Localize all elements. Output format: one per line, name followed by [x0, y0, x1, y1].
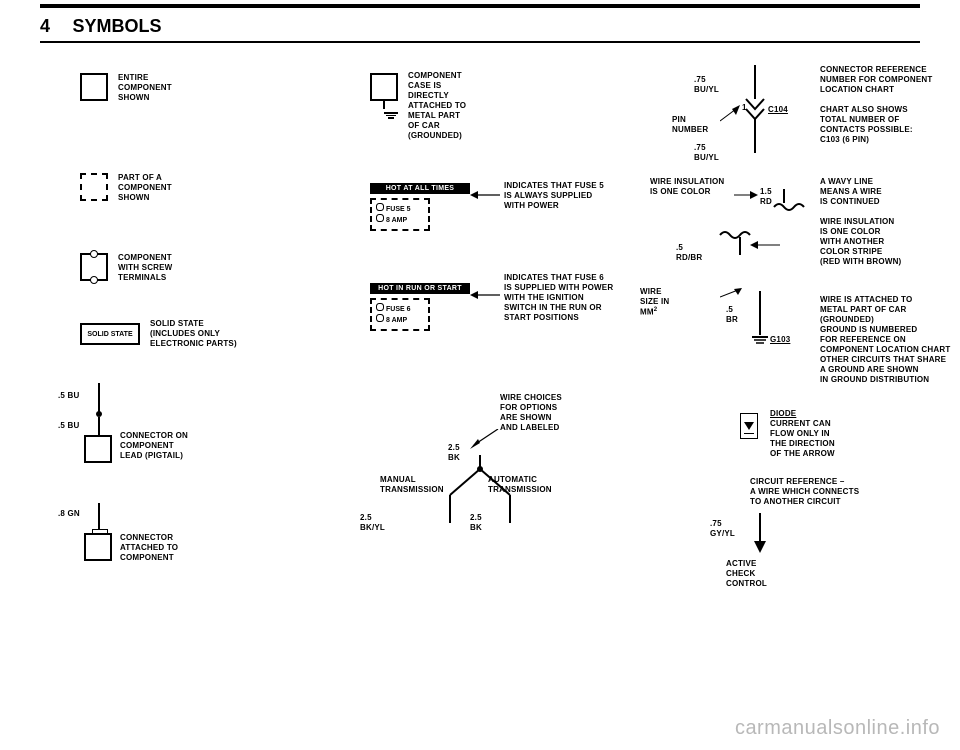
label-diode-desc: CURRENT CAN FLOW ONLY IN THE DIRECTION O… — [770, 419, 835, 459]
arrow-icon — [470, 189, 500, 201]
fuse-icon — [376, 314, 384, 322]
label-pigtail: CONNECTOR ON COMPONENT LEAD (PIGTAIL) — [120, 431, 188, 461]
label-br: .5 BR — [726, 305, 738, 325]
symbol-screw-terminals: COMPONENT WITH SCREW TERMINALS — [80, 253, 108, 281]
ground-wire-icon — [750, 291, 770, 351]
solid-state-box: SOLID STATE — [80, 323, 140, 345]
label-auto: AUTOMATIC TRANSMISSION — [488, 475, 552, 495]
size-sq: 2 — [654, 307, 658, 313]
fuse5-text: FUSE 5 — [386, 206, 411, 213]
fuse-icon — [376, 203, 384, 211]
fuse6-text: FUSE 6 — [386, 306, 411, 313]
page-header: 4 SYMBOLS — [40, 16, 920, 43]
diode-icon — [740, 413, 758, 439]
label-case: COMPONENT CASE IS DIRECTLY ATTACHED TO M… — [408, 71, 466, 141]
label-fuse5: INDICATES THAT FUSE 5 IS ALWAYS SUPPLIED… — [504, 181, 604, 211]
arrow-icon — [720, 105, 740, 125]
label-one: 1 — [742, 103, 747, 113]
symbol-fuse6: HOT IN RUN OR START FUSE 6 8 AMP INDICAT… — [370, 283, 470, 331]
diode-bar-icon — [744, 433, 754, 435]
symbol-grounded-case: COMPONENT CASE IS DIRECTLY ATTACHED TO M… — [370, 73, 398, 101]
label-fuse6: INDICATES THAT FUSE 6 IS SUPPLIED WITH P… — [504, 273, 613, 323]
connector-hat-icon — [92, 529, 108, 535]
label-g103: G103 — [770, 335, 790, 345]
box-icon — [80, 73, 108, 101]
label-part: PART OF A COMPONENT SHOWN — [118, 173, 172, 203]
ground-case-icon — [370, 73, 398, 101]
symbol-solid-state: SOLID STATE SOLID STATE (INCLUDES ONLY E… — [80, 323, 140, 345]
label-screw: COMPONENT WITH SCREW TERMINALS — [118, 253, 172, 283]
connector-box-icon — [84, 533, 112, 561]
arrow-icon — [470, 289, 500, 301]
label-pin: PIN NUMBER — [672, 115, 708, 135]
top-rule — [40, 4, 920, 8]
ground-icon — [384, 111, 398, 117]
wire-stub — [98, 383, 100, 413]
label-wavy: A WAVY LINE MEANS A WIRE IS CONTINUED — [820, 177, 882, 207]
label-manual: MANUAL TRANSMISSION — [380, 475, 444, 495]
label-attached: WIRE IS ATTACHED TO METAL PART OF CAR (G… — [820, 295, 950, 355]
amp-text: 8 AMP — [386, 217, 407, 224]
label-rdbr: .5 RD/BR — [676, 243, 702, 263]
solid-state-text: SOLID STATE — [87, 331, 132, 338]
label-choices: WIRE CHOICES FOR OPTIONS ARE SHOWN AND L… — [500, 393, 562, 433]
dashed-box-icon — [80, 173, 108, 201]
wire-stub — [98, 417, 100, 435]
label-bu2: .5 BU — [58, 421, 79, 431]
label-gyyl: .75 GY/YL — [710, 519, 735, 539]
label-bu1: .5 BU — [58, 391, 79, 401]
wavy-wire-icon — [734, 189, 814, 219]
label-conn-ref: CONNECTOR REFERENCE NUMBER FOR COMPONENT… — [820, 65, 932, 95]
label-insul2: WIRE INSULATION IS ONE COLOR WITH ANOTHE… — [820, 217, 901, 267]
label-entire: ENTIRE COMPONENT SHOWN — [118, 73, 172, 103]
symbol-part-component: PART OF A COMPONENT SHOWN — [80, 173, 108, 201]
page-title: SYMBOLS — [72, 16, 161, 37]
circuit-ref-icon — [750, 513, 770, 563]
arrow-icon — [470, 429, 500, 449]
hot-all-times-bar: HOT AT ALL TIMES — [370, 183, 470, 194]
fuse-icon — [376, 303, 384, 311]
label-bk25b: 2.5 BK — [470, 513, 482, 533]
amp-text: 8 AMP — [386, 317, 407, 324]
label-active: ACTIVE CHECK CONTROL — [726, 559, 767, 589]
label-connector: CONNECTOR ATTACHED TO COMPONENT — [120, 533, 178, 563]
label-insul1: WIRE INSULATION IS ONE COLOR — [650, 177, 724, 197]
label-other: OTHER CIRCUITS THAT SHARE A GROUND ARE S… — [820, 355, 946, 385]
label-size: WIRE SIZE IN MM2 — [640, 287, 680, 318]
content: ENTIRE COMPONENT SHOWN PART OF A COMPONE… — [40, 73, 920, 633]
wavy-wire-icon — [710, 231, 790, 261]
label-bkyl: 2.5 BK/YL — [360, 513, 385, 533]
wire-stub — [98, 503, 100, 529]
label-solidstate: SOLID STATE (INCLUDES ONLY ELECTRONIC PA… — [150, 319, 237, 349]
label-buyl1: .75 BU/YL — [694, 75, 719, 95]
fuse-box: FUSE 6 8 AMP — [370, 298, 430, 331]
fuse-box: FUSE 5 8 AMP — [370, 198, 430, 231]
symbol-entire-component: ENTIRE COMPONENT SHOWN — [80, 73, 108, 101]
label-buyl2: .75 BU/YL — [694, 143, 719, 163]
page-number: 4 — [40, 16, 50, 37]
symbol-fuse5: HOT AT ALL TIMES FUSE 5 8 AMP INDICATES … — [370, 183, 470, 231]
diode-triangle-icon — [744, 422, 754, 430]
fuse-icon — [376, 214, 384, 222]
label-c104: C104 — [768, 105, 788, 115]
label-chart-also: CHART ALSO SHOWS TOTAL NUMBER OF CONTACT… — [820, 105, 913, 145]
pigtail-box-icon — [84, 435, 112, 463]
label-diode: DIODE — [770, 409, 796, 419]
hot-run-start-bar: HOT IN RUN OR START — [370, 283, 470, 294]
arrow-icon — [720, 287, 744, 301]
screw-box-icon — [80, 253, 108, 281]
label-circuit-ref: CIRCUIT REFERENCE – A WIRE WHICH CONNECT… — [750, 477, 859, 507]
label-gn: .8 GN — [58, 509, 80, 519]
watermark: carmanualsonline.info — [735, 717, 940, 740]
